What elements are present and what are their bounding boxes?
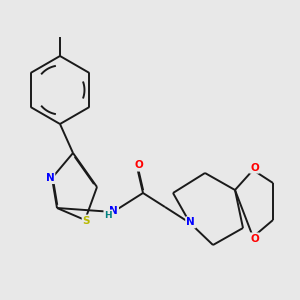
Text: H: H bbox=[104, 211, 112, 220]
Text: N: N bbox=[46, 173, 54, 183]
Text: O: O bbox=[250, 233, 259, 244]
Text: S: S bbox=[83, 216, 90, 226]
Text: O: O bbox=[134, 160, 143, 170]
Text: N: N bbox=[186, 218, 195, 227]
Text: O: O bbox=[250, 163, 259, 172]
Text: N: N bbox=[109, 206, 118, 215]
